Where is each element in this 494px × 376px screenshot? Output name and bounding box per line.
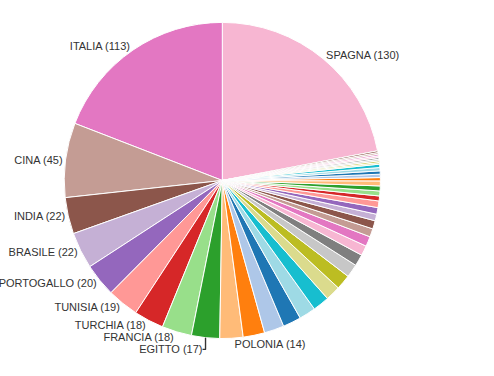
svg-text:POLONIA (14): POLONIA (14) — [235, 338, 306, 350]
svg-text:BRASILE (22): BRASILE (22) — [9, 246, 78, 258]
svg-text:FRANCIA (18): FRANCIA (18) — [103, 331, 173, 343]
svg-text:SPAGNA (130): SPAGNA (130) — [326, 49, 399, 61]
svg-text:CINA (45): CINA (45) — [14, 154, 62, 166]
svg-text:EGITTO (17): EGITTO (17) — [139, 343, 202, 355]
svg-text:TUNISIA (19): TUNISIA (19) — [54, 301, 119, 313]
svg-text:TURCHIA (18): TURCHIA (18) — [75, 319, 146, 331]
svg-text:ITALIA (113): ITALIA (113) — [70, 40, 130, 52]
svg-text:PORTOGALLO (20): PORTOGALLO (20) — [0, 277, 97, 289]
svg-text:INDIA (22): INDIA (22) — [14, 210, 65, 222]
